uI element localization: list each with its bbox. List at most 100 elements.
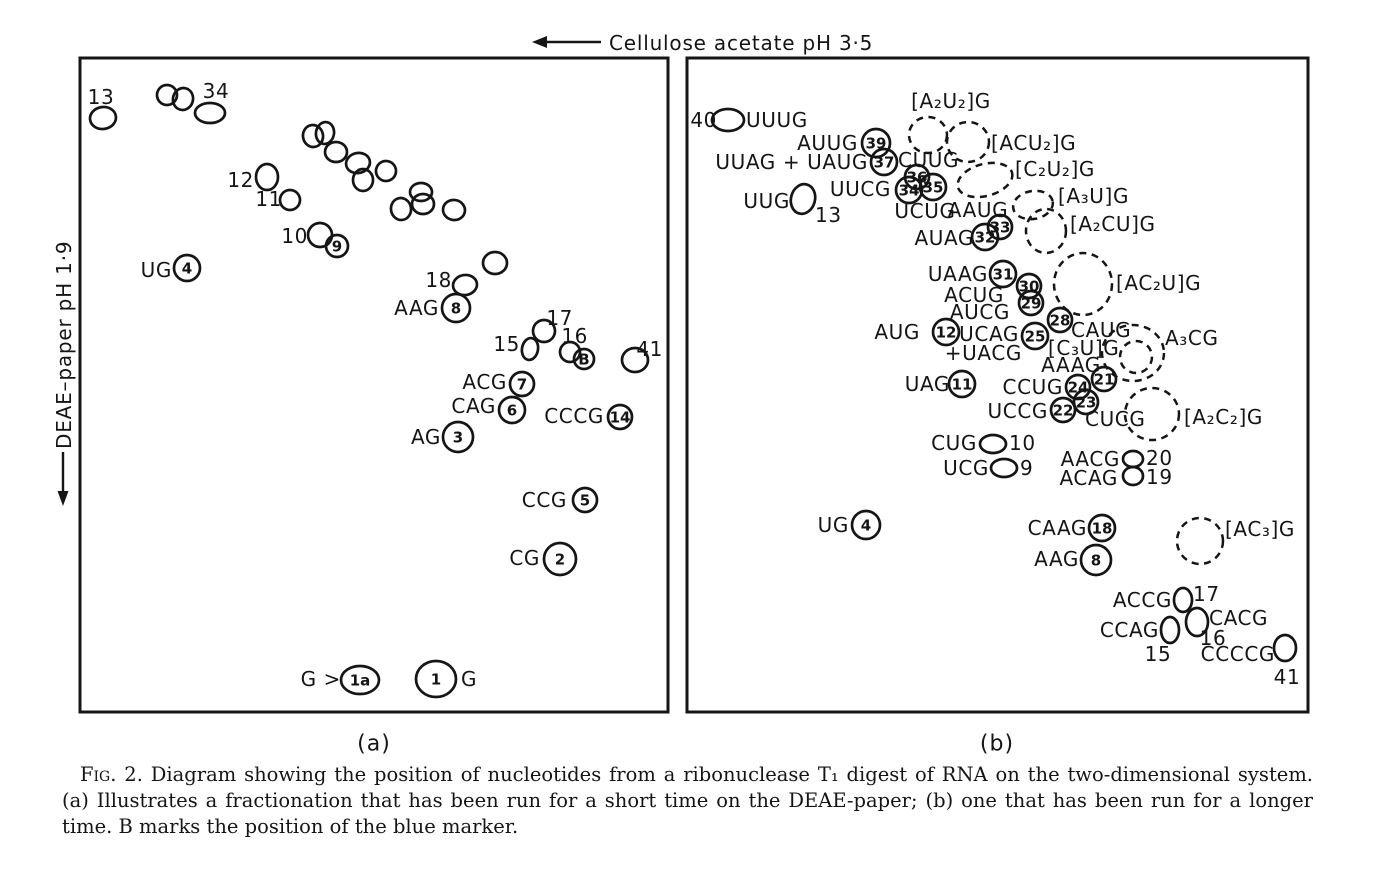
spot-label: CCAG (1100, 618, 1159, 642)
spot (155, 83, 179, 107)
spot (171, 86, 195, 112)
spot (520, 336, 540, 362)
spot-label: UCCG (988, 399, 1048, 423)
spot-label: 19 (1146, 465, 1173, 489)
spot-number: 22 (1053, 402, 1074, 420)
spot-label: CCCG (544, 404, 604, 428)
dashed-spot (1100, 323, 1166, 383)
spot (323, 140, 349, 164)
spot (1159, 615, 1181, 645)
spot-label: AAUG (948, 198, 1008, 222)
spot-label: 13 (88, 85, 115, 109)
numbered-spot-outline (1017, 289, 1045, 317)
spot (374, 159, 398, 183)
left-axis-label: DEAE–paper pH 1·9 (52, 241, 76, 449)
spot-label: G > (301, 667, 341, 691)
numbered-spot-outline (497, 395, 527, 425)
spot (351, 167, 375, 193)
spot-label: CAUG (1071, 318, 1131, 342)
spot-label: 16 (561, 324, 588, 348)
spot-label: UUUG (746, 108, 808, 132)
spot (441, 198, 467, 222)
numbered-spot-outline (440, 292, 472, 324)
spot (481, 250, 509, 276)
spot-label: UG (141, 258, 172, 282)
spot-label: 10 (281, 224, 308, 248)
spot (278, 188, 302, 212)
spot (989, 457, 1019, 479)
numbered-spot-outline (1020, 321, 1050, 351)
spot-label: 20 (1146, 446, 1173, 470)
spot-label: [C₂U₂]G (1015, 157, 1095, 181)
numbered-spot-outline (986, 213, 1014, 241)
spot-label: [A₂C₂]G (1184, 405, 1263, 429)
spot (789, 182, 817, 216)
spot-number: 6 (507, 402, 517, 420)
spot-number: 25 (1025, 328, 1046, 346)
spot-number: 11 (952, 376, 973, 394)
caption-line-1: Fig. 2. Diagram showing the position of … (62, 762, 1313, 788)
spot-label: ACG (462, 370, 507, 394)
numbered-spot-outline (414, 659, 458, 699)
numbered-spot-outline (1087, 513, 1117, 543)
numbered-spot-outline (860, 127, 892, 159)
spot-number: 4 (182, 260, 192, 278)
spot-label: CG (509, 546, 540, 570)
spot-label: AAG (1034, 547, 1079, 571)
spot-label: CUG (931, 431, 977, 455)
figure-caption: Fig. 2. Diagram showing the position of … (62, 762, 1313, 840)
dashed-spot (1118, 339, 1154, 375)
numbered-spot-outline (172, 253, 202, 283)
spot-label: ACCG (1113, 588, 1172, 612)
spot-number: 4 (861, 517, 871, 535)
spot-number: 31 (993, 266, 1014, 284)
spot-label: 18 (425, 268, 452, 292)
spot-label: UAG (905, 372, 950, 396)
spot-label: 11 (255, 187, 282, 211)
spot-label: AUCG (950, 300, 1010, 324)
numbered-spot-outline (1090, 365, 1118, 393)
caption-line-3: time. B marks the position of the blue m… (62, 815, 519, 838)
dashed-spot (1123, 386, 1181, 442)
numbered-spot-outline (1079, 543, 1113, 577)
spot-label: 15 (1145, 642, 1172, 666)
spot-label: AG (411, 425, 441, 449)
spot-label: AUAG (914, 226, 974, 250)
top-axis: Cellulose acetate pH 3·5 (532, 31, 872, 55)
numbered-spot-outline (1064, 373, 1092, 401)
spot-label: UCUG (894, 199, 955, 223)
spot (88, 105, 118, 131)
spot-number: 9 (332, 238, 342, 256)
numbered-spot-outline (339, 664, 381, 696)
spot-number: 8 (451, 300, 461, 318)
spot-number: 8 (1091, 552, 1101, 570)
spot-label: 10 (1009, 431, 1036, 455)
numbered-spot-outline (542, 541, 578, 577)
spot-label: UUG (743, 189, 790, 213)
numbered-spot-outline (894, 175, 924, 205)
left-axis: DEAE–paper pH 1·9 (52, 241, 76, 506)
spot-label: 41 (1274, 665, 1301, 689)
spot-label: 15 (493, 332, 520, 356)
spot-label: CACG (1209, 606, 1268, 630)
spot-label: [A₂CU]G (1070, 212, 1156, 236)
spot-label: AUUG (797, 131, 858, 155)
spot-label: 40 (690, 108, 717, 132)
spot-label: UCAG (959, 322, 1019, 346)
numbered-spot-outline (1049, 396, 1077, 424)
spot-number: 2 (555, 551, 565, 569)
spot (408, 181, 434, 203)
numbered-spot-outline (1015, 272, 1043, 300)
spot-label: CCUG (1003, 375, 1063, 399)
spot-number: 14 (610, 409, 631, 427)
spot-label: 9 (1020, 456, 1033, 480)
spot (620, 346, 650, 374)
spot-number: 1 (431, 671, 441, 689)
panel-a-tag: (a) (357, 732, 391, 757)
numbered-spot-outline (324, 233, 350, 259)
dashed-spot (945, 120, 991, 164)
spot (1184, 606, 1210, 638)
numbered-spot-outline (988, 259, 1018, 289)
